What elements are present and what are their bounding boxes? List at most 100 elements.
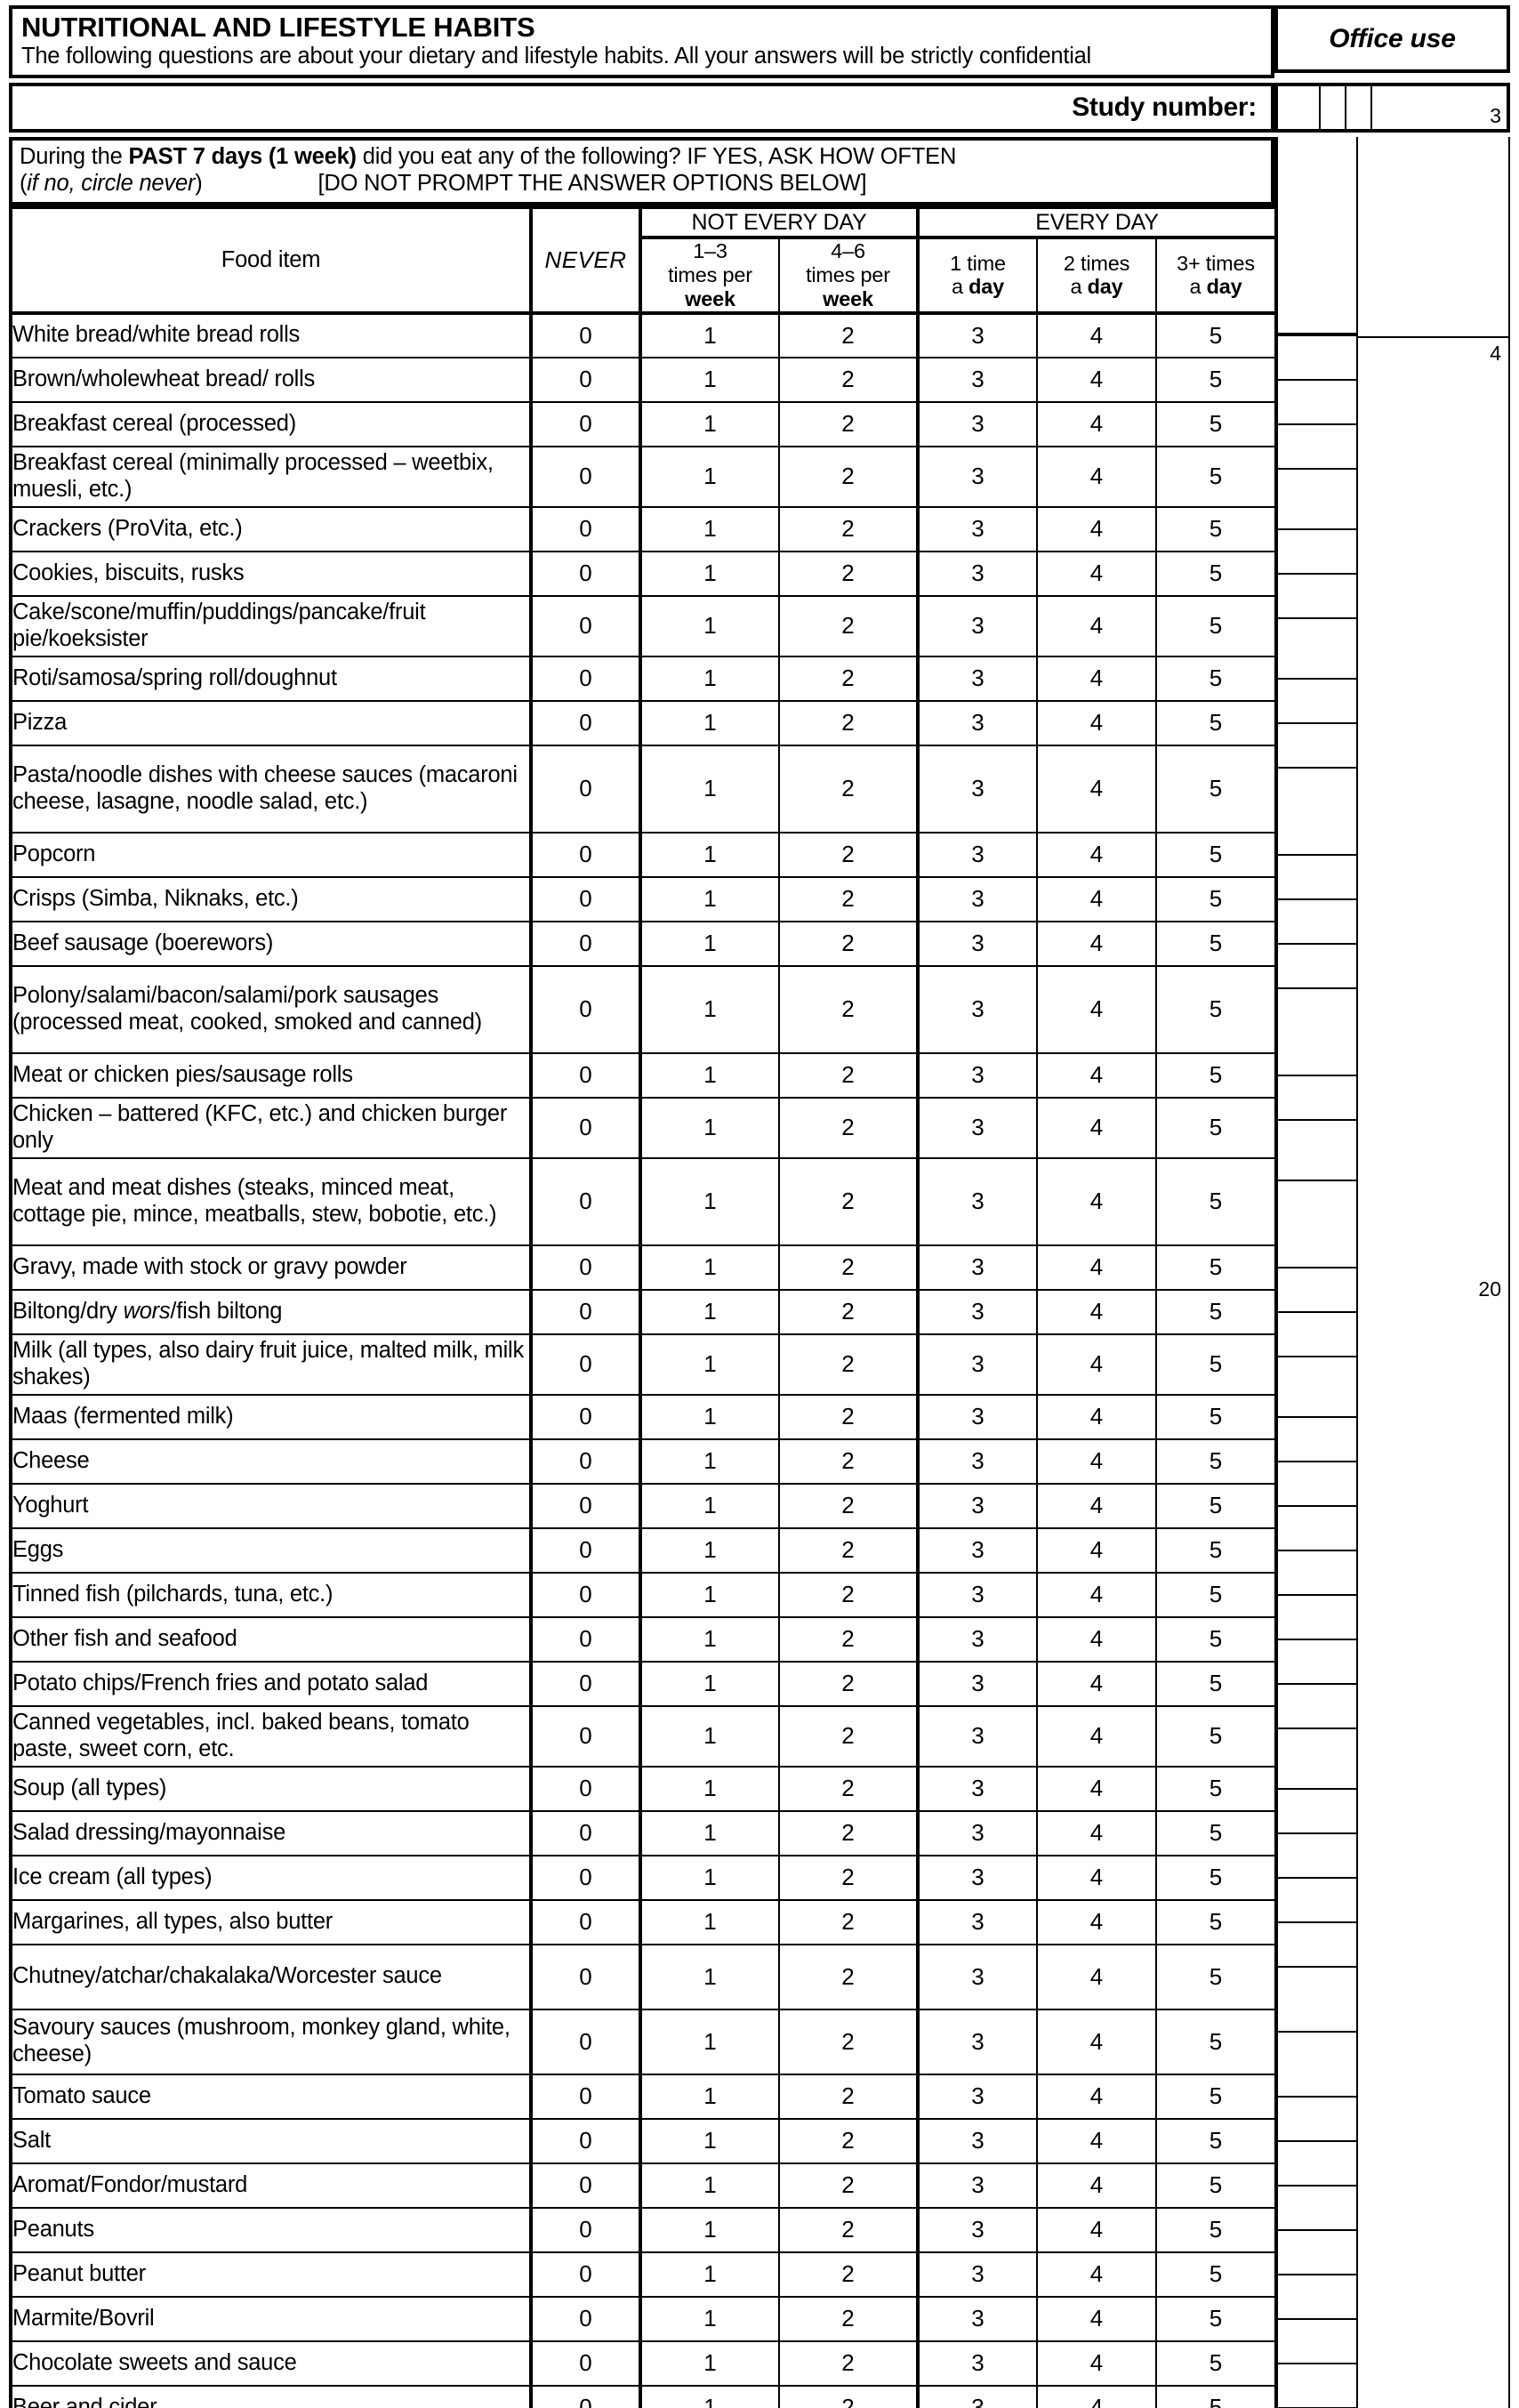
frequency-option-0[interactable]: 0 (529, 744, 641, 834)
frequency-option-1[interactable]: 1 (639, 1156, 780, 1246)
frequency-option-2[interactable]: 2 (777, 505, 920, 552)
frequency-option-5[interactable]: 5 (1155, 356, 1279, 403)
frequency-option-4[interactable]: 4 (1036, 2340, 1158, 2387)
frequency-option-3[interactable]: 3 (916, 2206, 1039, 2253)
frequency-option-2[interactable]: 2 (777, 1854, 920, 1901)
office-use-code-box[interactable] (1278, 1685, 1356, 1730)
frequency-option-1[interactable]: 1 (639, 505, 780, 552)
frequency-option-3[interactable]: 3 (916, 1898, 1039, 1945)
frequency-option-2[interactable]: 2 (777, 1943, 920, 2010)
frequency-option-5[interactable]: 5 (1155, 2117, 1279, 2164)
frequency-option-1[interactable]: 1 (639, 2295, 780, 2342)
frequency-option-2[interactable]: 2 (777, 1898, 920, 1945)
frequency-option-5[interactable]: 5 (1155, 2008, 1279, 2075)
frequency-option-3[interactable]: 3 (916, 744, 1039, 834)
frequency-option-5[interactable]: 5 (1155, 1288, 1279, 1335)
frequency-option-3[interactable]: 3 (916, 550, 1039, 597)
study-number-digit-3[interactable] (1346, 86, 1372, 130)
frequency-option-1[interactable]: 1 (639, 1482, 780, 1529)
frequency-option-0[interactable]: 0 (529, 2008, 641, 2075)
frequency-option-0[interactable]: 0 (529, 964, 641, 1054)
frequency-option-2[interactable]: 2 (777, 1096, 920, 1159)
frequency-option-1[interactable]: 1 (639, 1051, 780, 1099)
frequency-option-3[interactable]: 3 (916, 2251, 1039, 2298)
frequency-option-0[interactable]: 0 (529, 1438, 641, 1485)
frequency-option-0[interactable]: 0 (529, 594, 641, 657)
frequency-option-5[interactable]: 5 (1155, 1438, 1279, 1485)
frequency-option-4[interactable]: 4 (1036, 655, 1158, 702)
frequency-option-4[interactable]: 4 (1036, 505, 1158, 552)
frequency-option-1[interactable]: 1 (639, 1898, 780, 1945)
frequency-option-1[interactable]: 1 (639, 1526, 780, 1574)
office-use-code-box[interactable] (1278, 1879, 1356, 1924)
frequency-option-4[interactable]: 4 (1036, 356, 1158, 403)
frequency-option-0[interactable]: 0 (529, 311, 641, 358)
frequency-option-0[interactable]: 0 (529, 1482, 641, 1529)
frequency-option-2[interactable]: 2 (777, 1526, 920, 1574)
frequency-option-5[interactable]: 5 (1155, 831, 1279, 878)
frequency-option-5[interactable]: 5 (1155, 1854, 1279, 1901)
frequency-option-3[interactable]: 3 (916, 1156, 1039, 1246)
frequency-option-5[interactable]: 5 (1155, 2251, 1279, 2298)
office-use-code-box[interactable] (1278, 1357, 1356, 1419)
frequency-option-3[interactable]: 3 (916, 400, 1039, 447)
frequency-option-5[interactable]: 5 (1155, 744, 1279, 834)
frequency-option-4[interactable]: 4 (1036, 744, 1158, 834)
frequency-option-3[interactable]: 3 (916, 875, 1039, 922)
frequency-option-2[interactable]: 2 (777, 1438, 920, 1485)
frequency-option-2[interactable]: 2 (777, 2384, 920, 2408)
frequency-option-5[interactable]: 5 (1155, 2162, 1279, 2209)
frequency-option-4[interactable]: 4 (1036, 1571, 1158, 1618)
frequency-option-2[interactable]: 2 (777, 831, 920, 878)
frequency-option-3[interactable]: 3 (916, 1943, 1039, 2010)
office-use-code-box[interactable] (1278, 1729, 1356, 1791)
frequency-option-5[interactable]: 5 (1155, 1244, 1279, 1291)
frequency-option-4[interactable]: 4 (1036, 1615, 1158, 1663)
office-use-code-box[interactable] (1278, 1596, 1356, 1641)
frequency-option-0[interactable]: 0 (529, 1615, 641, 1663)
frequency-option-0[interactable]: 0 (529, 400, 641, 447)
frequency-option-2[interactable]: 2 (777, 2008, 920, 2075)
frequency-option-0[interactable]: 0 (529, 2206, 641, 2253)
frequency-option-4[interactable]: 4 (1036, 445, 1158, 508)
office-use-code-box[interactable] (1278, 2033, 1356, 2098)
frequency-option-1[interactable]: 1 (639, 2117, 780, 2164)
frequency-option-2[interactable]: 2 (777, 1765, 920, 1812)
office-use-code-box[interactable] (1278, 1181, 1356, 1269)
frequency-option-1[interactable]: 1 (639, 699, 780, 746)
office-use-code-box[interactable] (1278, 1551, 1356, 1597)
office-use-code-box[interactable] (1278, 619, 1356, 681)
study-number-digit-2[interactable] (1321, 86, 1346, 130)
frequency-option-0[interactable]: 0 (529, 445, 641, 508)
office-use-code-box[interactable] (1278, 1834, 1356, 1880)
frequency-option-3[interactable]: 3 (916, 2008, 1039, 2075)
frequency-option-4[interactable]: 4 (1036, 1660, 1158, 1707)
frequency-option-0[interactable]: 0 (529, 1571, 641, 1618)
frequency-option-2[interactable]: 2 (777, 1333, 920, 1396)
frequency-option-5[interactable]: 5 (1155, 1482, 1279, 1529)
office-use-code-box[interactable] (1278, 2275, 1356, 2321)
frequency-option-5[interactable]: 5 (1155, 1943, 1279, 2010)
frequency-option-1[interactable]: 1 (639, 2008, 780, 2075)
office-use-code-box[interactable] (1278, 2187, 1356, 2232)
frequency-option-4[interactable]: 4 (1036, 1526, 1158, 1574)
frequency-option-0[interactable]: 0 (529, 1704, 641, 1768)
frequency-option-3[interactable]: 3 (916, 445, 1039, 508)
frequency-option-0[interactable]: 0 (529, 1288, 641, 1335)
frequency-option-2[interactable]: 2 (777, 550, 920, 597)
frequency-option-2[interactable]: 2 (777, 1051, 920, 1099)
frequency-option-5[interactable]: 5 (1155, 1333, 1279, 1396)
frequency-option-4[interactable]: 4 (1036, 699, 1158, 746)
office-use-code-box[interactable] (1278, 1640, 1356, 1686)
frequency-option-1[interactable]: 1 (639, 1244, 780, 1291)
frequency-option-5[interactable]: 5 (1155, 1615, 1279, 1663)
frequency-option-2[interactable]: 2 (777, 2251, 920, 2298)
office-use-code-box[interactable] (1278, 1507, 1356, 1552)
frequency-option-0[interactable]: 0 (529, 2384, 641, 2408)
office-use-code-box[interactable] (1278, 2142, 1356, 2187)
frequency-option-4[interactable]: 4 (1036, 1704, 1158, 1768)
office-use-code-box[interactable] (1278, 575, 1356, 620)
frequency-option-3[interactable]: 3 (916, 1704, 1039, 1768)
frequency-option-3[interactable]: 3 (916, 2340, 1039, 2387)
office-use-code-box[interactable] (1278, 680, 1356, 725)
